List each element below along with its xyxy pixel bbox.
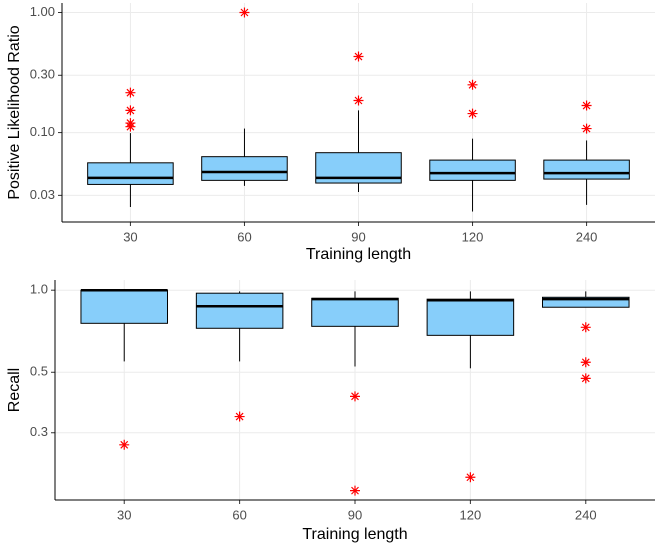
- y-tick-label: 0.3: [30, 424, 48, 439]
- y-tick-label: 0.03: [30, 187, 55, 202]
- outlier: [350, 485, 360, 496]
- box: [201, 128, 288, 186]
- outlier: [581, 123, 592, 134]
- outlier: [125, 121, 136, 132]
- outlier: [353, 95, 364, 106]
- box: [87, 133, 174, 207]
- x-tick-label: 120: [462, 229, 484, 244]
- box-body: [311, 297, 399, 327]
- box-body: [429, 159, 516, 181]
- y-tick-label: 1.0: [30, 282, 48, 297]
- x-tick-label: 90: [348, 507, 362, 522]
- box: [429, 138, 516, 212]
- outlier: [467, 108, 478, 119]
- x-tick-label: 240: [575, 507, 597, 522]
- outlier: [581, 100, 592, 111]
- y-tick-label: 0.10: [30, 124, 55, 139]
- box: [315, 110, 402, 192]
- outlier: [580, 373, 591, 384]
- outlier: [467, 79, 478, 90]
- y-axis-title: Recall: [6, 368, 23, 412]
- x-tick-label: 30: [117, 507, 131, 522]
- outlier: [350, 391, 360, 402]
- y-tick-label: 1.00: [30, 4, 55, 19]
- x-tick-label: 30: [123, 229, 137, 244]
- x-tick-label: 90: [351, 229, 365, 244]
- outlier: [125, 87, 136, 98]
- outlier: [125, 105, 136, 116]
- x-tick-label: 120: [460, 507, 482, 522]
- box-body: [195, 292, 284, 329]
- box-body: [426, 298, 515, 336]
- box: [426, 291, 515, 369]
- box-body: [201, 156, 288, 181]
- y-tick-label: 0.5: [30, 364, 48, 379]
- x-tick-label: 60: [237, 229, 251, 244]
- x-axis-title: Training length: [302, 526, 407, 543]
- x-axis-title: Training length: [306, 246, 411, 263]
- box: [80, 288, 168, 362]
- outlier: [465, 472, 476, 483]
- outlier: [239, 7, 250, 18]
- box-body: [543, 159, 630, 180]
- y-axis-title: Positive Likelihood Ratio: [6, 25, 23, 199]
- box-body: [542, 296, 630, 308]
- box: [311, 291, 399, 367]
- box: [195, 291, 284, 362]
- outlier: [234, 411, 245, 422]
- outlier: [580, 357, 591, 368]
- x-tick-label: 240: [576, 229, 598, 244]
- box: [542, 291, 630, 308]
- outlier: [119, 439, 130, 450]
- box-body: [80, 289, 168, 324]
- x-tick-label: 60: [232, 507, 246, 522]
- y-tick-label: 0.30: [30, 67, 55, 82]
- outlier: [580, 322, 591, 333]
- box-body: [87, 162, 174, 185]
- box: [543, 140, 630, 205]
- outlier: [353, 51, 364, 62]
